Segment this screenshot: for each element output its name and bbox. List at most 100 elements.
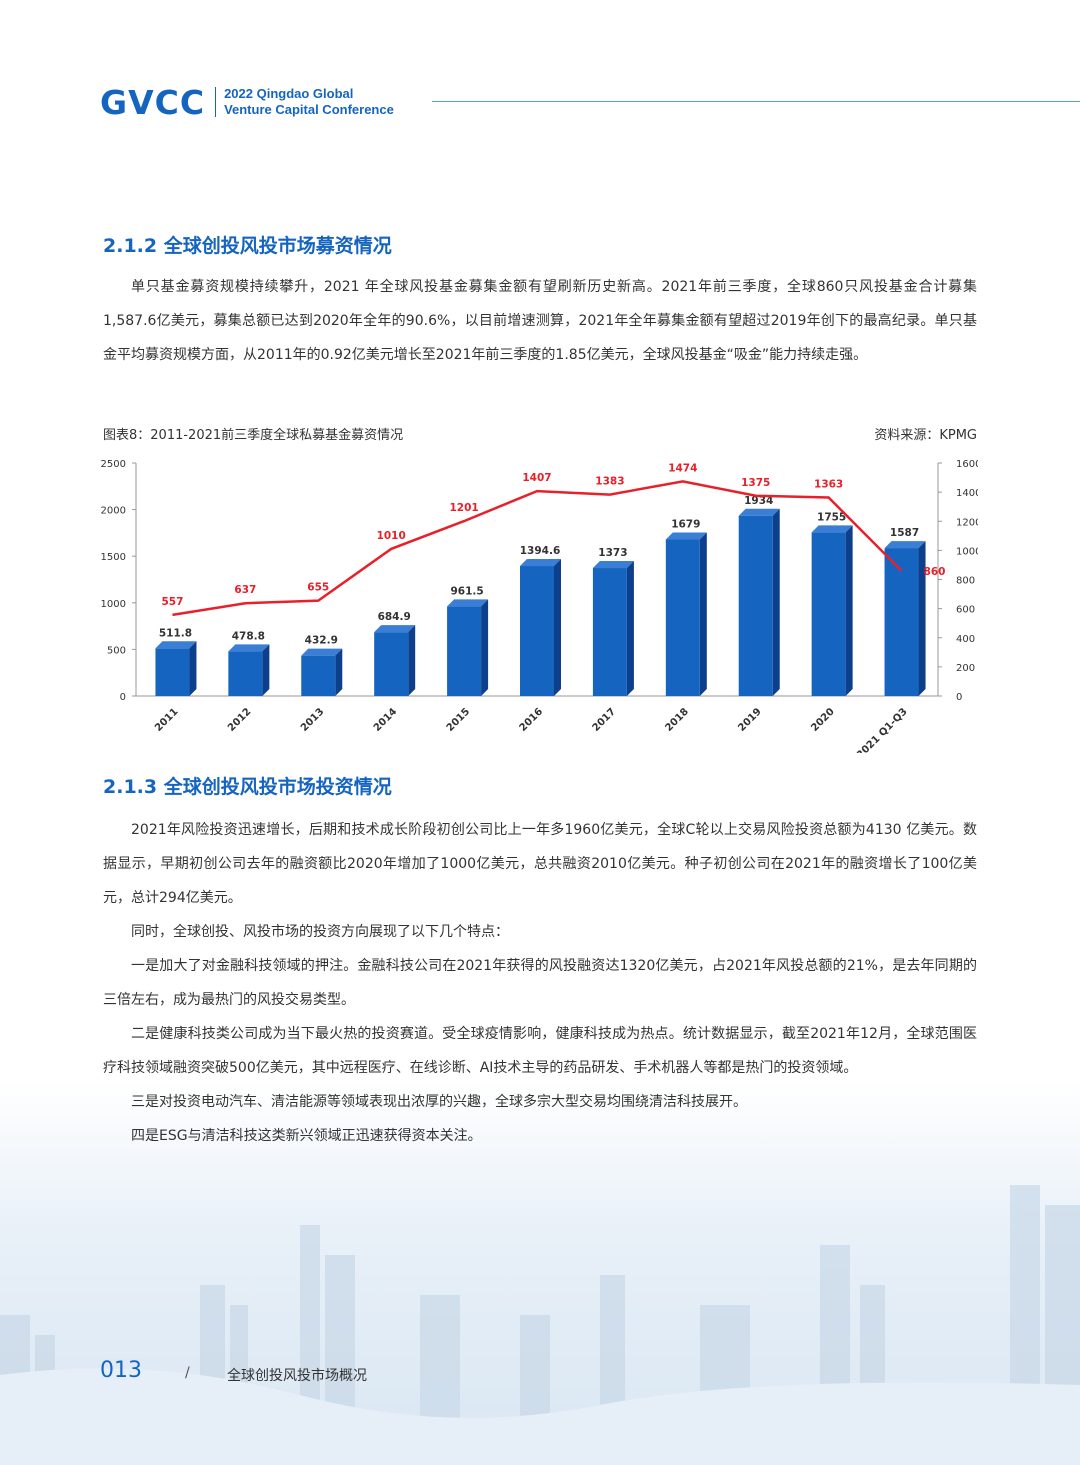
bar-top xyxy=(301,648,343,656)
bar xyxy=(592,568,627,696)
y-right-tick-label: 600 xyxy=(956,605,975,616)
y-right-tick-label: 1600 xyxy=(956,459,978,470)
bar-value-label: 1373 xyxy=(598,547,627,559)
y-right-tick-label: 800 xyxy=(956,576,975,587)
bar-side xyxy=(845,525,853,696)
line-series xyxy=(172,480,903,617)
line-value-label: 1010 xyxy=(377,530,406,542)
city-skyline-image xyxy=(0,1185,1080,1465)
x-tick-label: 2016 xyxy=(518,706,545,733)
bar-value-label: 1755 xyxy=(817,511,846,523)
section-heading-fundraising: 2.1.2 全球创投风投市场募资情况 xyxy=(103,235,392,257)
x-tick-label: 2015 xyxy=(445,706,472,733)
figure-source: 资料来源：KPMG xyxy=(874,428,977,443)
bar-top xyxy=(665,532,707,540)
y-left-tick-label: 2000 xyxy=(101,506,126,517)
logo-subtitle-line2: Venture Capital Conference xyxy=(224,102,394,117)
y-right-tick-label: 1400 xyxy=(956,488,978,499)
fundraising-chart: 2500200015001000500016001400120010008006… xyxy=(101,459,978,753)
bar-top xyxy=(520,559,561,567)
line-value-label: 1383 xyxy=(595,476,624,488)
paragraph: 2021年风险投资迅速增长，后期和技术成长阶段初创公司比上一年多1960亿美元，… xyxy=(103,822,977,906)
line-value-label: 860 xyxy=(924,566,946,578)
line-value-label: 557 xyxy=(161,596,183,608)
bar-top xyxy=(374,625,416,633)
bar-side xyxy=(335,648,343,696)
bar-side xyxy=(626,561,634,696)
y-right-tick-label: 400 xyxy=(956,634,975,645)
bar-value-label: 1679 xyxy=(671,519,700,531)
bar-value-label: 511.8 xyxy=(159,627,192,639)
header: GVCC 2022 Qingdao Global Venture Capital… xyxy=(100,82,394,122)
section-paragraph-fundraising: 单只基金募资规模持续攀升，2021 年全球风投基金募集金额有望刷新历史新高。20… xyxy=(103,270,977,372)
bar-side xyxy=(772,508,780,696)
logo-divider xyxy=(215,87,217,117)
x-tick-label: 2018 xyxy=(663,706,690,733)
bar-value-label: 1934 xyxy=(744,495,773,507)
x-tick-label: 2013 xyxy=(299,706,326,733)
bar-value-label: 961.5 xyxy=(450,585,483,597)
bar xyxy=(301,655,336,696)
bar xyxy=(374,632,409,696)
section-heading-investment: 2.1.3 全球创投风投市场投资情况 xyxy=(103,776,392,798)
bar-value-label: 478.8 xyxy=(232,630,265,642)
x-tick-label: 2019 xyxy=(736,706,763,733)
page-number: 013 xyxy=(100,1358,142,1383)
bar-side xyxy=(408,625,416,696)
x-tick-label: 2014 xyxy=(372,706,399,733)
bar-side xyxy=(554,559,561,696)
line-value-label: 637 xyxy=(234,584,256,596)
header-rule xyxy=(432,101,1080,102)
x-tick-label: 2011 xyxy=(153,706,180,733)
bar-side xyxy=(262,644,270,696)
bar xyxy=(738,515,773,696)
y-left-tick-label: 500 xyxy=(107,645,126,656)
paragraph: 同时，全球创投、风投市场的投资方向展现了以下几个特点： xyxy=(131,924,509,940)
x-tick-label: 2021 Q1-Q3 xyxy=(855,706,910,753)
paragraph: 三是对投资电动汽车、清洁能源等领域表现出浓厚的兴趣，全球多宗大型交易均围绕清洁科… xyxy=(131,1094,747,1110)
y-left-tick-label: 0 xyxy=(120,692,126,703)
bar-top xyxy=(592,561,634,569)
bar xyxy=(155,648,190,696)
bar xyxy=(884,548,919,696)
bar-top xyxy=(738,508,780,516)
bar-side xyxy=(189,641,197,696)
line-value-label: 1363 xyxy=(814,479,843,491)
bar-top xyxy=(884,541,926,549)
x-tick-label: 2020 xyxy=(809,706,836,733)
footer-separator: / xyxy=(185,1365,190,1381)
bar-top xyxy=(228,644,270,652)
bar-top xyxy=(155,641,197,649)
line-value-label: 1474 xyxy=(668,462,697,474)
line-value-label: 1407 xyxy=(522,472,551,484)
paragraph: 一是加大了对金融科技领域的押注。金融科技公司在2021年获得的风投融资达1320… xyxy=(103,958,977,1008)
bar xyxy=(520,566,554,696)
figure-caption: 图表8：2011-2021前三季度全球私募基金募资情况 xyxy=(103,428,404,443)
y-right-tick-label: 1000 xyxy=(956,546,978,557)
bar-value-label: 1587 xyxy=(890,527,919,539)
bar xyxy=(811,532,846,696)
bar xyxy=(665,539,700,696)
bar-top xyxy=(447,599,489,607)
paragraph: 单只基金募资规模持续攀升，2021 年全球风投基金募集金额有望刷新历史新高。20… xyxy=(103,279,977,363)
y-left-tick-label: 2500 xyxy=(101,459,126,470)
y-right-tick-label: 0 xyxy=(956,692,962,703)
bar-top xyxy=(811,525,853,533)
y-left-tick-label: 1500 xyxy=(101,552,126,563)
bar xyxy=(447,606,482,696)
gvcc-logo: GVCC xyxy=(100,82,206,122)
footer-title: 全球创投风投市场概况 xyxy=(227,1368,367,1384)
line-value-label: 1375 xyxy=(741,477,770,489)
bar-side xyxy=(481,599,489,696)
y-right-tick-label: 200 xyxy=(956,663,975,674)
bar xyxy=(228,651,263,696)
line-value-label: 655 xyxy=(307,582,329,594)
paragraph: 二是健康科技类公司成为当下最火热的投资赛道。受全球疫情影响，健康科技成为热点。统… xyxy=(103,1026,977,1076)
y-right-tick-label: 1200 xyxy=(956,517,978,528)
paragraph: 四是ESG与清洁科技这类新兴领域正迅速获得资本关注。 xyxy=(131,1128,482,1144)
logo-subtitle: 2022 Qingdao Global Venture Capital Conf… xyxy=(224,86,394,118)
y-left-tick-label: 1000 xyxy=(101,599,126,610)
section-paragraphs-investment: 2021年风险投资迅速增长，后期和技术成长阶段初创公司比上一年多1960亿美元，… xyxy=(103,813,977,1153)
bar-side xyxy=(918,541,926,696)
x-tick-label: 2012 xyxy=(226,706,253,733)
